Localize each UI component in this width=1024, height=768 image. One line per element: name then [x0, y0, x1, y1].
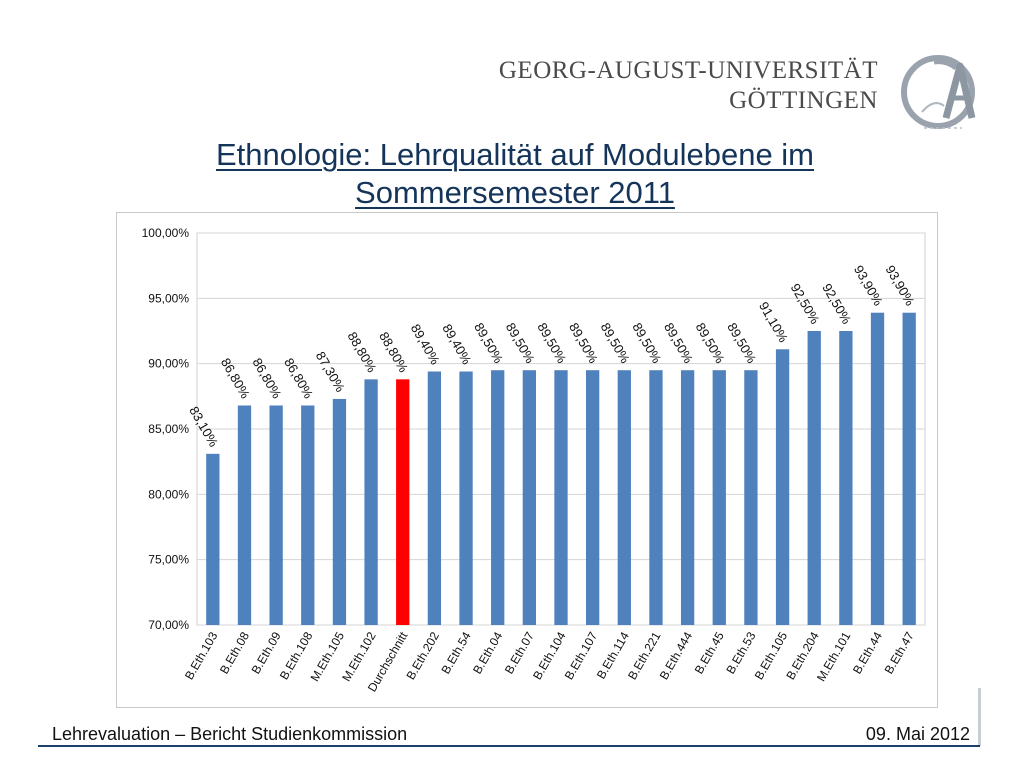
- data-label: 88,80%: [344, 329, 379, 375]
- university-name-line2: GÖTTINGEN: [729, 87, 878, 114]
- bar-b-eth-09: [269, 405, 283, 625]
- bar-b-eth-204: [807, 331, 821, 625]
- bar-m-eth-101: [839, 331, 853, 625]
- slide-title: Ethnologie: Lehrqualität auf Modulebene …: [215, 137, 815, 210]
- x-tick-label: B.Eth.04: [470, 629, 505, 676]
- data-label: 89,50%: [724, 320, 759, 366]
- bar-b-eth-45: [712, 370, 726, 625]
- bar-b-eth-53: [744, 370, 758, 625]
- data-label: 89,50%: [598, 320, 633, 366]
- y-tick-label: 80,00%: [148, 487, 189, 501]
- bar-b-eth-107: [586, 370, 600, 625]
- footer-date: 09. Mai 2012: [865, 724, 970, 744]
- x-tick-label: B.Eth.08: [217, 629, 252, 676]
- footer-report-label: Lehrevaluation – Bericht Studienkommissi…: [52, 724, 408, 744]
- data-label: 92,50%: [819, 281, 854, 327]
- bar-chart: 70,00% 75,00% 80,00% 85,00% 90,00% 95,00% 100,…: [142, 226, 926, 694]
- y-tick-label: 85,00%: [148, 422, 189, 436]
- university-logo-text: GEORG-AUGUST-UNIVERSITÄT GÖTTINGEN: [499, 56, 878, 116]
- bar-b-eth-105: [775, 349, 790, 625]
- bar-durchschnitt: [396, 379, 410, 625]
- bar-b-eth-221: [649, 370, 663, 625]
- university-seal-icon: [901, 55, 976, 129]
- data-label: 89,40%: [408, 321, 443, 367]
- data-label: 87,30%: [313, 349, 348, 395]
- bar-b-eth-08: [237, 405, 252, 625]
- bar-b-eth-114: [617, 370, 631, 625]
- x-tick-label: B.Eth.09: [249, 629, 284, 676]
- y-tick-label: 75,00%: [148, 553, 189, 567]
- data-label: 83,10%: [186, 404, 221, 450]
- x-tick-label: B.Eth.47: [882, 629, 917, 676]
- y-tick-label: 95,00%: [148, 291, 189, 305]
- bar-b-eth-444: [680, 370, 695, 625]
- data-label: 89,50%: [693, 320, 728, 366]
- bar-b-eth-103: [206, 453, 220, 625]
- bar-m-eth-102: [364, 379, 378, 625]
- x-tick-label: B.Eth.103: [182, 629, 221, 682]
- university-name-line1: GEORG-AUGUST-UNIVERSITÄT: [498, 57, 878, 84]
- data-label: 86,80%: [218, 355, 253, 401]
- bar-m-eth-105: [332, 398, 347, 625]
- data-label: 89,50%: [629, 320, 664, 366]
- bar-b-eth-04: [491, 370, 505, 625]
- data-label: 86,80%: [281, 355, 316, 401]
- data-label: 92,50%: [788, 281, 823, 327]
- footer-accent-bar: [978, 688, 981, 746]
- data-label: 93,90%: [883, 263, 918, 309]
- x-tick-label: B.Eth.45: [692, 629, 727, 676]
- data-label: 89,50%: [566, 320, 601, 366]
- bar-b-eth-47: [902, 312, 916, 625]
- bar-b-eth-54: [459, 371, 473, 625]
- data-label: 88,80%: [376, 329, 411, 375]
- data-label: 89,50%: [661, 320, 696, 366]
- bar-b-eth-108: [301, 405, 315, 625]
- data-label: 89,50%: [471, 320, 506, 366]
- bar-b-eth-202: [427, 371, 442, 625]
- chart-frame: 70,00% 75,00% 80,00% 85,00% 90,00% 95,00% 100,…: [116, 212, 938, 708]
- data-label: 89,40%: [439, 321, 474, 367]
- x-tick-label: B.Eth.53: [723, 629, 758, 676]
- footer-divider: [38, 745, 980, 747]
- bar-b-eth-104: [554, 370, 568, 625]
- data-label: 93,90%: [851, 263, 886, 309]
- y-tick-label: 70,00%: [148, 618, 189, 632]
- y-tick-label: 100,00%: [142, 226, 190, 240]
- x-tick-label: B.Eth.44: [850, 629, 885, 676]
- data-label: 89,50%: [534, 320, 569, 366]
- bar-b-eth-44: [870, 312, 885, 625]
- data-label: 89,50%: [503, 320, 538, 366]
- bar-b-eth-07: [522, 370, 536, 625]
- x-tick-label: B.Eth.54: [439, 629, 474, 676]
- data-label: 86,80%: [250, 355, 285, 401]
- x-tick-label: B.Eth.07: [502, 629, 537, 676]
- y-tick-label: 90,00%: [148, 357, 189, 371]
- data-label: 91,10%: [756, 299, 791, 345]
